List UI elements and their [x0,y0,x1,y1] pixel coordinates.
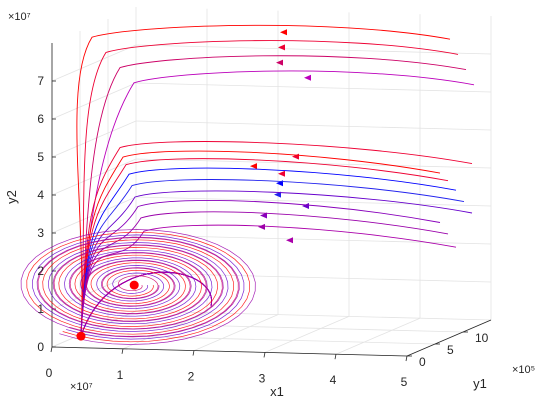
trajectory-1 [80,40,459,337]
equilibrium-points-layer [76,280,139,341]
trajectory-arrow-3 [304,74,311,81]
z-tick-label-4: 4 [37,188,44,202]
trajectory-arrow-10 [260,212,267,219]
x-axis-line [51,346,408,357]
x-tick-label-2: 2 [188,370,195,384]
grid-line-floor-x-1 [122,312,208,350]
y-exponent-label: ×10⁵ [512,364,535,376]
spiral-3 [20,229,256,345]
grid-line-floor-x-0 [51,310,137,348]
y-tick-label-1: 5 [447,343,454,357]
z-axis-label: y2 [4,190,19,204]
grid-line-back-z-7 [51,44,137,82]
grid-line-back-z-5 [51,120,137,158]
z-tick-label-5: 5 [37,150,44,164]
axes-layer [50,43,492,362]
x-tick-4 [334,354,337,360]
grid-line-floor-x-4 [335,317,421,355]
grid-line-side-z-5 [135,120,492,131]
spiral-2 [26,231,250,343]
trajectory-arrow-9 [302,203,309,209]
x-tick-label-0: 0 [46,366,53,380]
grid-line-side-z-2 [135,234,492,245]
x-tick-5 [405,355,408,362]
y-axis-label: y1 [473,376,487,391]
spiral-0 [37,237,239,337]
x-tick-1 [121,348,124,354]
x-tick-label-1: 1 [117,368,124,382]
grid-line-side-z-3 [135,196,492,207]
grid-line-side-z-0 [135,310,492,321]
spiral-1 [32,234,245,340]
x-tick-label-5: 5 [401,375,408,389]
z-exponent-label: ×10⁷ [8,11,31,23]
grid-line-floor-x-2 [193,314,279,351]
grid-line-back-z-6 [51,82,137,120]
equilibrium-point-0 [76,331,86,341]
trajectory-arrow-0 [280,29,287,36]
trajectory-arrow-8 [274,191,281,198]
x-tick-2 [192,350,195,356]
trajectory-arrow-11 [258,223,265,230]
equilibrium-point-1 [129,280,139,290]
grid-layer [51,7,492,357]
grid-line-floor-x-3 [264,316,350,353]
trajectory-arrow-2 [276,59,283,66]
trajectory-arrow-6 [278,170,285,177]
grid-line-side-z-1 [135,272,492,283]
grid-line-back-z-4 [51,158,137,196]
trajectory-arrow-1 [278,44,285,51]
trajectory-arrow-12 [286,237,293,244]
trajectory-3 [80,70,475,337]
z-tick-label-6: 6 [37,112,44,126]
z-tick-label-1: 1 [37,302,44,316]
y-tick-label-0: 0 [419,355,426,369]
grid-line-side-z-7 [135,44,492,55]
z-tick-label-2: 2 [37,264,44,278]
x-tick-label-3: 3 [259,371,266,385]
grid-line-side-z-6 [135,82,492,93]
grid-line-floor-y-2 [107,322,464,333]
x-axis-label: x1 [270,384,284,399]
z-tick-label-3: 3 [37,226,44,240]
trajectory-12 [80,224,457,337]
y-axis-line [406,319,492,357]
trajectory-arrow-5 [250,163,257,170]
trajectories-layer [20,24,475,345]
x-exponent-label: ×10⁷ [70,381,93,393]
grid-line-back-z-2 [51,234,137,272]
x-tick-0 [50,346,53,353]
x-tick-label-4: 4 [330,373,337,387]
z-tick-label-7: 7 [37,74,44,88]
x-tick-3 [263,352,266,358]
z-tick-label-0: 0 [37,340,44,354]
y-tick-label-2: 10 [475,331,489,345]
